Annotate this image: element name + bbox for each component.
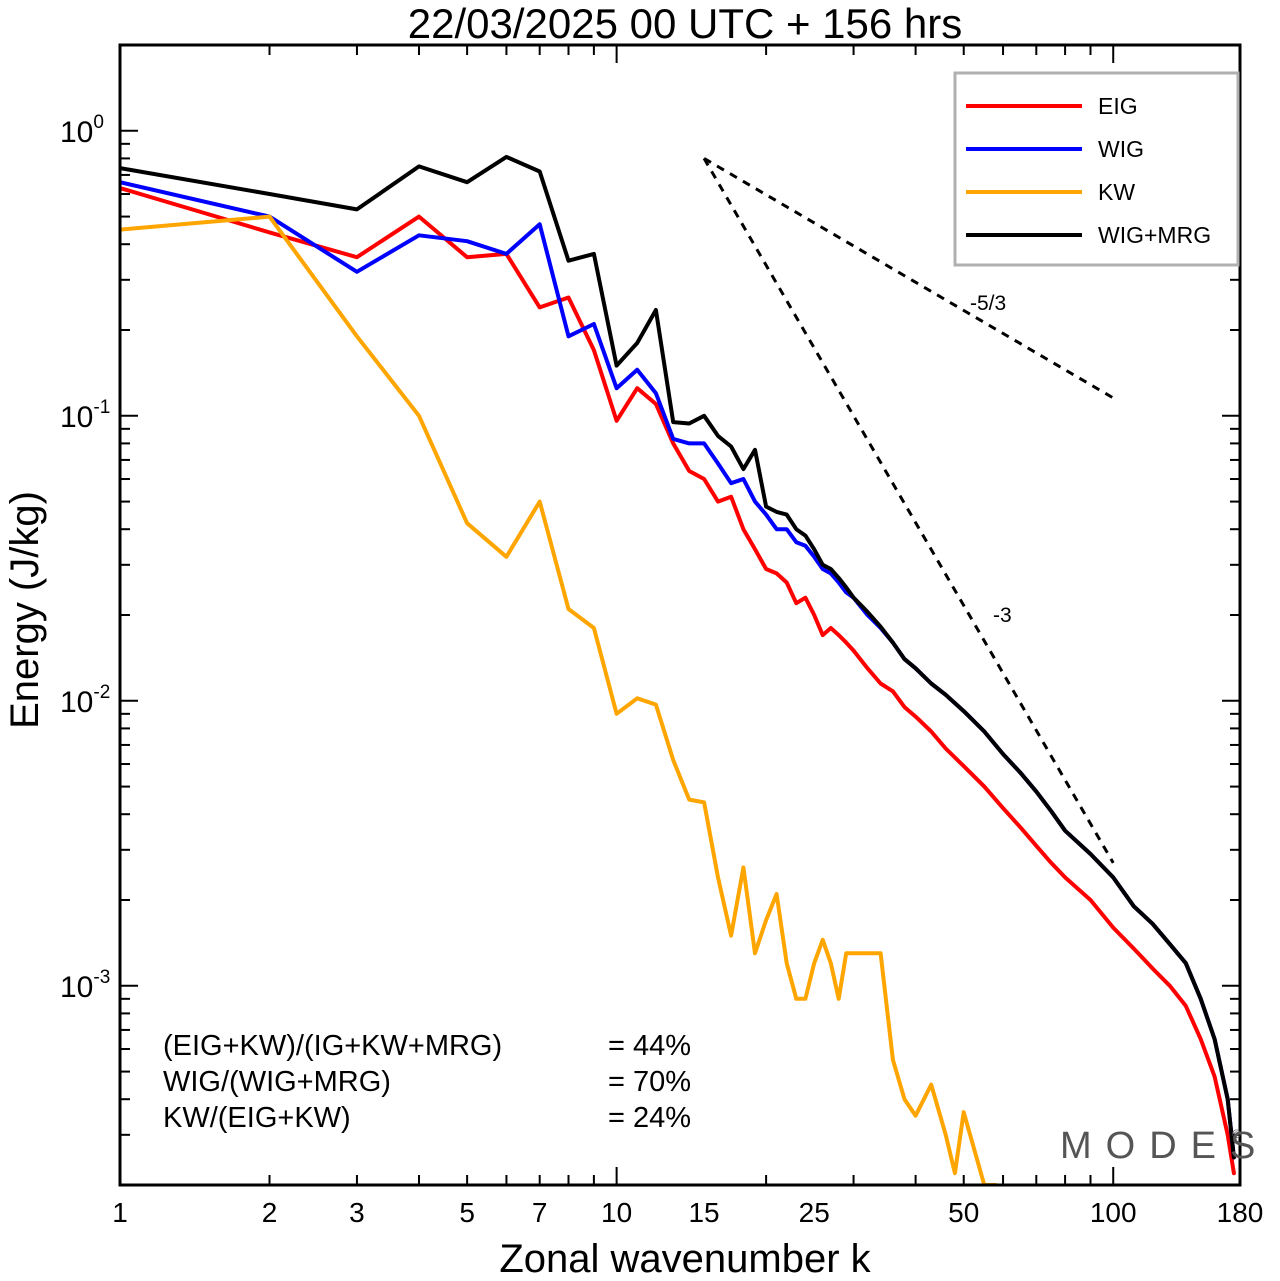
x-tick-label: 100 (1090, 1197, 1137, 1228)
axis-ticks: 1 2 3 5 7 10 15 25 50 100 180 100 10-1 10-2 10-3 (60, 44, 1264, 1228)
y-tick-label: 10-3 (60, 967, 110, 1004)
slope-label-minus-3: -3 (993, 604, 1012, 627)
ratio-value: = 24% (608, 1102, 691, 1134)
x-tick-label: 50 (948, 1197, 979, 1228)
ratio-label: WIG/(WIG+MRG) (163, 1066, 391, 1098)
series-line-wig (120, 180, 1236, 1160)
ratio-value: = 44% (608, 1030, 691, 1062)
legend: EIG WIG KW WIG+MRG (953, 71, 1240, 267)
legend-label-eig: EIG (1098, 93, 1138, 119)
y-tick-label: 100 (60, 112, 104, 149)
y-tick-label: 10-1 (60, 397, 110, 434)
modes-watermark: MODES (1060, 1125, 1269, 1167)
legend-label-wig-mrg: WIG+MRG (1098, 222, 1211, 248)
series-lines (120, 154, 1236, 1185)
legend-label-wig: WIG (1098, 136, 1144, 162)
y-tick-label: 10-2 (60, 682, 110, 719)
chart-title: 22/03/2025 00 UTC + 156 hrs (408, 0, 963, 47)
x-tick-label: 10 (601, 1197, 632, 1228)
x-tick-label: 15 (688, 1197, 719, 1228)
x-tick-label: 7 (532, 1197, 548, 1228)
x-axis-label: Zonal wavenumber k (499, 1237, 871, 1281)
slope-line-minus-5-3 (703, 157, 1114, 400)
x-tick-label: 3 (349, 1197, 365, 1228)
slope-line-minus-3 (702, 157, 1115, 864)
copyright-symbol: © (1232, 1127, 1241, 1141)
ratio-label: KW/(EIG+KW) (163, 1102, 351, 1134)
ratio-label: (EIG+KW)/(IG+KW+MRG) (163, 1030, 502, 1062)
series-line-kw (120, 214, 998, 1185)
x-tick-label: 2 (262, 1197, 278, 1228)
x-tick-label: 1 (112, 1197, 128, 1228)
y-axis-label: Energy (J/kg) (3, 491, 47, 729)
x-tick-label: 5 (459, 1197, 475, 1228)
legend-label-kw: KW (1098, 179, 1135, 205)
ratio-annotations: (EIG+KW)/(IG+KW+MRG) = 44% WIG/(WIG+MRG) = … (163, 1030, 691, 1134)
series-line-eig (120, 186, 1236, 1176)
series-line-wig-mrg (120, 154, 1236, 1160)
slope-label-minus-5-3: -5/3 (970, 292, 1006, 315)
x-tick-label: 25 (799, 1197, 830, 1228)
reference-lines (702, 157, 1115, 864)
ratio-value: = 70% (608, 1066, 691, 1098)
x-tick-label: 180 (1217, 1197, 1264, 1228)
